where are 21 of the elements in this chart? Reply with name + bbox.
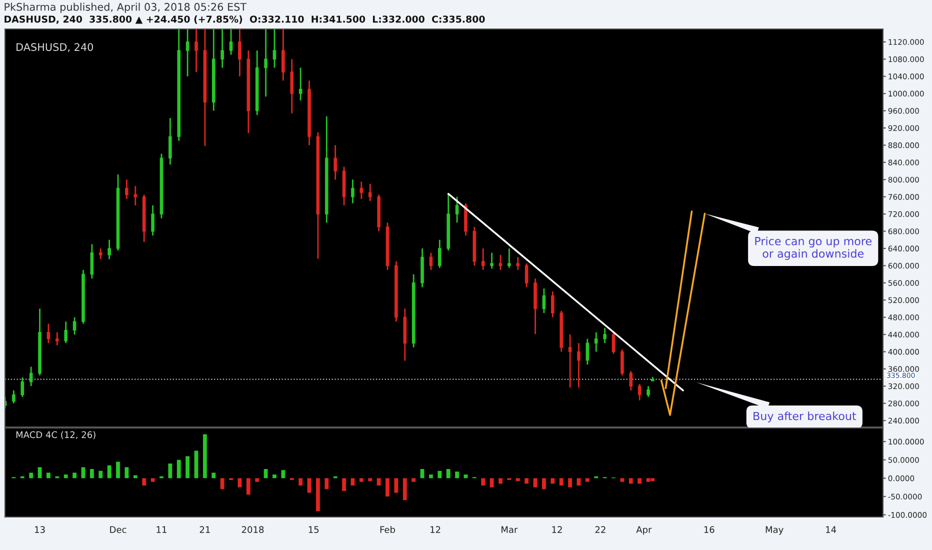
x-tick-label: Feb <box>380 526 395 534</box>
x-tick-label: May <box>766 526 784 535</box>
chart-title: PkSharma published, April 03, 2018 05:26 EST <box>4 2 247 13</box>
x-tick-label: 11 <box>156 526 166 533</box>
x-tick-label: 2018 <box>242 526 264 534</box>
x-tick-label: 14 <box>826 526 836 533</box>
x-tick-label: 12 <box>552 526 562 533</box>
annotation: Buy after breakout <box>754 412 856 422</box>
x-tick-label: 12 <box>430 526 440 533</box>
x-tick-label: 22 <box>595 526 606 533</box>
x-tick-label: 16 <box>704 526 714 534</box>
x-tick-label: 21 <box>200 526 210 533</box>
chart-subtitle: DASHUSD, 240 335.800 ▲ +24.450 (+7.85%) O:332.110 H:341.500 L:332.000 C:335.800 <box>4 15 485 24</box>
x-tick-label: 15 <box>308 526 319 534</box>
annotation: Price can go up more or again downside <box>755 236 872 260</box>
annotation: MACD 4C (12, 26) <box>16 431 96 440</box>
x-tick-label: Apr <box>636 526 652 535</box>
x-tick-label: 13 <box>35 526 45 534</box>
x-tick-label: Dec <box>110 526 126 534</box>
annotation: DASHUSD, 240 <box>16 43 94 52</box>
x-tick-label: Mar <box>502 526 518 534</box>
